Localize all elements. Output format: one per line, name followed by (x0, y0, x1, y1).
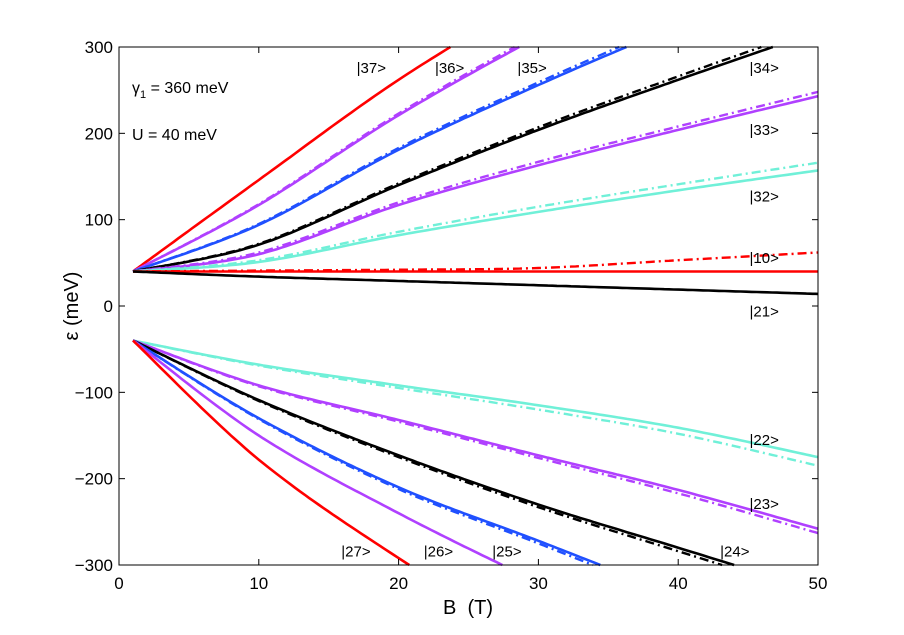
y-tick-label: −300 (75, 556, 113, 575)
y-tick-label: 300 (85, 38, 113, 57)
series-layer (132, 45, 819, 567)
series-line (132, 45, 627, 273)
gamma-subscript: 1 (140, 89, 146, 101)
series-line (132, 45, 620, 273)
series-line (133, 251, 819, 273)
state-label: |21> (749, 303, 779, 320)
series-line (132, 161, 819, 273)
state-label: |22> (749, 432, 779, 449)
series-line (132, 270, 819, 296)
series-line (132, 339, 819, 459)
u-annotation: U = 40 meV (132, 127, 217, 144)
state-label: |37> (357, 60, 387, 77)
x-tick-label: 50 (809, 574, 828, 593)
x-axis-label: B (T) (443, 597, 493, 619)
series-line (132, 90, 819, 273)
series-line (132, 169, 819, 273)
state-label: |10> (749, 250, 779, 267)
series-line (132, 339, 410, 567)
series-line (132, 339, 819, 535)
gamma-symbol: γ (132, 80, 140, 97)
state-label: |24> (720, 543, 750, 560)
x-tick-label: 0 (114, 574, 123, 593)
state-label: |35> (517, 60, 547, 77)
series-line (132, 45, 516, 273)
series-line (132, 339, 819, 467)
state-labels: |37> |36> |35> |34> |33> |32> |10> |21> |22> |23>… (341, 60, 779, 560)
state-label: |36> (435, 60, 465, 77)
x-tick-label: 30 (529, 574, 548, 593)
y-tick-label: 200 (85, 124, 113, 143)
state-label: |26> (424, 543, 454, 560)
state-label: |25> (492, 543, 522, 560)
state-label: |23> (749, 496, 779, 513)
state-label: |32> (749, 188, 779, 205)
series-line (132, 339, 503, 567)
x-tick-label: 20 (389, 574, 408, 593)
x-tick-label: 40 (669, 574, 688, 593)
series-line (132, 94, 819, 273)
gamma-value: = 360 meV (146, 80, 229, 97)
state-label: |33> (749, 122, 779, 139)
ticks-layer: 0 10 20 30 40 50 −300 −200 −100 0 100 200 300 (75, 38, 828, 593)
y-axis-label: ε (meV) (61, 272, 83, 341)
y-tick-label: 100 (85, 211, 113, 230)
y-tick-label: −100 (75, 383, 113, 402)
state-label: |34> (749, 60, 779, 77)
y-tick-label: −200 (75, 470, 113, 489)
series-line (132, 45, 452, 273)
series-line (132, 339, 723, 567)
y-tick-label: 0 (104, 297, 113, 316)
plot-area (119, 47, 818, 565)
x-tick-label: 10 (249, 574, 268, 593)
state-label: |27> (341, 543, 371, 560)
gamma-annotation: γ1 = 360 meV (132, 80, 229, 101)
